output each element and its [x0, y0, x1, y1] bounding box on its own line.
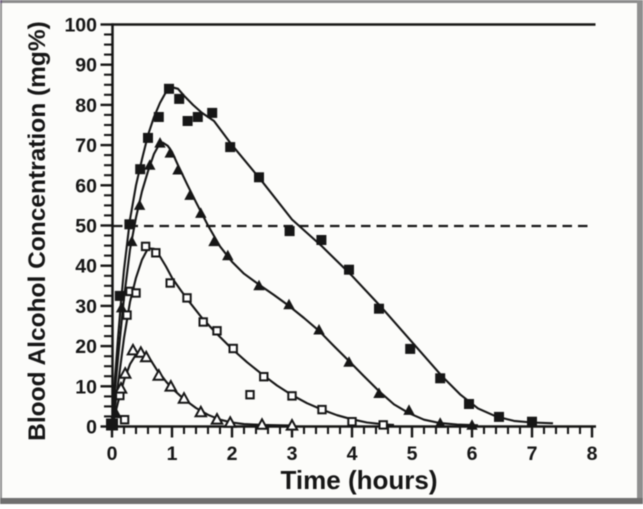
svg-text:0: 0	[86, 417, 97, 439]
svg-text:7: 7	[527, 443, 538, 465]
svg-text:1: 1	[167, 443, 178, 465]
svg-text:30: 30	[75, 296, 97, 318]
svg-text:100: 100	[64, 15, 97, 37]
svg-text:50: 50	[75, 216, 97, 238]
svg-text:0: 0	[107, 443, 118, 465]
svg-text:20: 20	[75, 336, 97, 358]
svg-text:60: 60	[75, 175, 97, 197]
svg-text:Time (hours): Time (hours)	[281, 465, 438, 495]
svg-text:6: 6	[467, 443, 478, 465]
svg-text:40: 40	[75, 256, 97, 278]
svg-text:70: 70	[75, 135, 97, 157]
svg-text:90: 90	[75, 55, 97, 77]
svg-text:10: 10	[75, 376, 97, 398]
svg-text:2: 2	[227, 443, 238, 465]
svg-text:80: 80	[75, 95, 97, 117]
svg-text:8: 8	[587, 443, 598, 465]
svg-text:5: 5	[407, 443, 418, 465]
svg-text:4: 4	[347, 443, 358, 465]
svg-text:Blood Alcohol Concentration (m: Blood Alcohol Concentration (mg%)	[24, 21, 51, 441]
svg-text:3: 3	[287, 443, 298, 465]
